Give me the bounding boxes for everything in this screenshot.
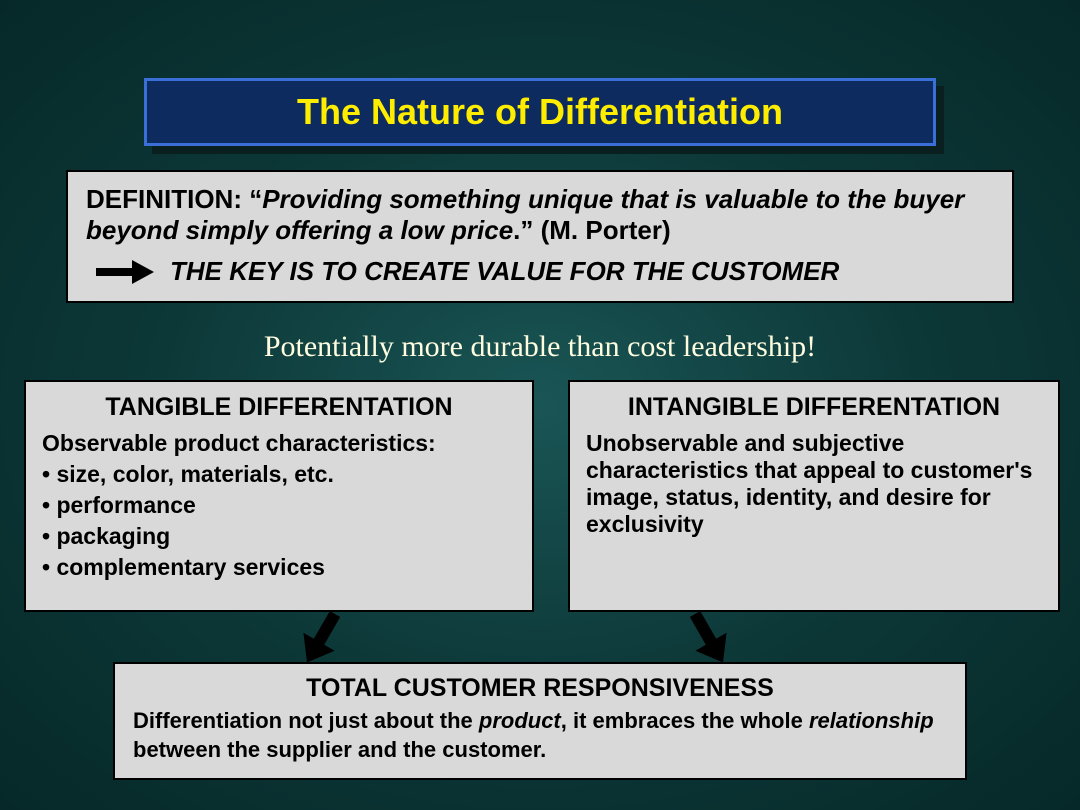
intangible-heading: INTANGIBLE DIFFERENTATION (586, 392, 1042, 422)
tangible-box: TANGIBLE DIFFERENTATION Observable produ… (24, 380, 534, 612)
key-row: THE KEY IS TO CREATE VALUE FOR THE CUSTO… (86, 256, 994, 287)
bullet-text: size, color, materials, etc. (56, 461, 333, 487)
tangible-heading: TANGIBLE DIFFERENTATION (42, 392, 516, 422)
key-text: THE KEY IS TO CREATE VALUE FOR THE CUSTO… (170, 256, 839, 287)
bottom-em2: relationship (809, 708, 934, 733)
page-title: The Nature of Differentiation (297, 91, 783, 133)
intangible-box: INTANGIBLE DIFFERENTATION Unobservable a… (568, 380, 1060, 612)
durability-note: Potentially more durable than cost leade… (0, 330, 1080, 364)
list-item: • complementary services (42, 552, 516, 583)
definition-label: DEFINITION: “ (86, 184, 262, 214)
definition-attrib: .” (M. Porter) (513, 215, 670, 245)
tangible-subheading: Observable product characteristics: (42, 430, 516, 457)
definition-box: DEFINITION: “Providing something unique … (66, 170, 1014, 303)
list-item: • size, color, materials, etc. (42, 459, 516, 490)
bottom-heading: TOTAL CUSTOMER RESPONSIVENESS (133, 674, 947, 703)
bottom-em1: product (479, 708, 561, 733)
bottom-body: Differentiation not just about the produ… (133, 707, 947, 764)
bullet-text: complementary services (56, 554, 325, 580)
title-box: The Nature of Differentiation (144, 78, 936, 146)
intangible-body: Unobservable and subjective characterist… (586, 430, 1042, 538)
title-banner: The Nature of Differentiation (144, 78, 936, 146)
bottom-mid: , it embraces the whole (561, 708, 809, 733)
arrow-right-icon (96, 262, 156, 282)
list-item: • performance (42, 490, 516, 521)
bottom-pre: Differentiation not just about the (133, 708, 479, 733)
list-item: • packaging (42, 521, 516, 552)
bottom-post: between the supplier and the customer. (133, 737, 546, 762)
bullet-text: performance (56, 492, 195, 518)
bottom-box: TOTAL CUSTOMER RESPONSIVENESS Differenti… (113, 662, 967, 780)
definition-text: DEFINITION: “Providing something unique … (86, 184, 994, 246)
bullet-text: packaging (56, 523, 170, 549)
